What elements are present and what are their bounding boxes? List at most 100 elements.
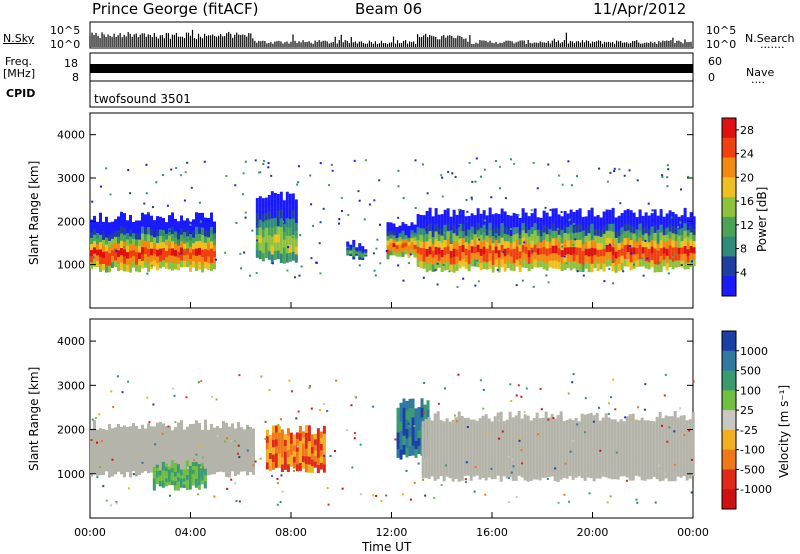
velocity-cell [162, 440, 165, 450]
power-cell [542, 210, 546, 219]
velocity-cell [649, 449, 653, 461]
velocity-cell [141, 456, 144, 465]
power-cell [461, 224, 465, 232]
power-cell [671, 212, 675, 220]
power-cell [129, 214, 132, 223]
velocity-cell [646, 449, 650, 460]
power-cell [653, 264, 657, 273]
power-cell [141, 226, 144, 234]
power-cell [147, 234, 150, 243]
power-cell [165, 256, 168, 264]
power-cell [599, 217, 603, 225]
power-point [296, 183, 299, 186]
power-cell [497, 250, 501, 258]
velocity-cell [201, 450, 204, 458]
power-cell [497, 214, 501, 222]
power-cell [509, 236, 513, 244]
power-cell [470, 246, 474, 254]
velocity-point [409, 498, 412, 501]
velocity-cell [246, 433, 249, 443]
power-point [622, 270, 625, 273]
power-cell [548, 235, 552, 243]
power-cell [126, 220, 129, 228]
velocity-cell [466, 456, 470, 467]
power-cell [135, 264, 138, 272]
velocity-cell [200, 469, 204, 474]
power-cell [153, 260, 156, 267]
velocity-cell [265, 455, 269, 463]
power-cell [554, 215, 558, 224]
velocity-cell [517, 453, 521, 466]
velocity-cell [535, 445, 539, 458]
velocity-cell [322, 433, 326, 442]
velocity-point [161, 432, 164, 435]
power-cell [500, 208, 504, 217]
velocity-point [235, 499, 238, 502]
velocity-cell [598, 449, 602, 460]
power-point [576, 270, 579, 273]
velocity-cell [664, 415, 668, 427]
power-cell [141, 233, 144, 241]
velocity-point [546, 477, 549, 480]
velocity-cell [577, 466, 581, 477]
velocity-cell [670, 459, 674, 471]
power-cell [542, 225, 546, 233]
velocity-cell [658, 411, 662, 424]
power-cell [210, 219, 213, 228]
power-cell [476, 259, 480, 268]
power-point [465, 220, 468, 223]
velocity-cell [667, 437, 671, 450]
power-cell [392, 243, 396, 248]
power-cell [210, 234, 213, 242]
velocity-cell [421, 440, 425, 450]
power-cell [294, 254, 298, 263]
power-cell [162, 248, 165, 255]
power-cell [264, 197, 268, 206]
power-point [402, 197, 405, 200]
power-cell [288, 227, 292, 237]
velocity-point [612, 378, 615, 381]
velocity-cell [204, 429, 207, 439]
velocity-cell [511, 427, 515, 439]
velocity-cell [268, 441, 272, 448]
power-cell [668, 245, 672, 254]
power-cell [346, 248, 350, 251]
velocity-cell [484, 425, 488, 437]
velocity-cell [478, 438, 482, 450]
velocity-cell [307, 456, 311, 465]
velocity-cell [191, 469, 195, 475]
power-point [482, 226, 485, 229]
power-cell [159, 229, 162, 237]
power-cell [485, 235, 489, 243]
velocity-point [654, 501, 657, 504]
power-point [561, 183, 564, 186]
power-cell [602, 226, 606, 235]
velocity-cell [535, 456, 539, 469]
velocity-cell [399, 402, 403, 413]
power-cell [464, 229, 468, 237]
velocity-cell [475, 466, 479, 476]
velocity-cell [138, 428, 141, 437]
velocity-cell [310, 466, 314, 473]
velocity-cell [426, 409, 430, 420]
power-cell [431, 223, 435, 231]
velocity-cell [529, 470, 533, 481]
power-cell [144, 260, 147, 268]
power-cell [557, 214, 561, 222]
velocity-cell [141, 432, 144, 442]
velocity-cell [448, 440, 452, 451]
velocity-point [353, 437, 356, 440]
velocity-cell [652, 457, 656, 468]
velocity-cell [631, 469, 635, 481]
velocity-cell [295, 464, 299, 472]
velocity-cell [268, 464, 272, 472]
velocity-cell [559, 433, 563, 446]
velocity-cell [99, 451, 102, 460]
power-cell [452, 264, 456, 273]
power-cell [99, 227, 102, 236]
power-cell [473, 259, 477, 267]
velocity-cell [424, 448, 428, 459]
power-cell [536, 223, 540, 231]
power-cell [270, 227, 274, 237]
power-cell [533, 230, 537, 239]
